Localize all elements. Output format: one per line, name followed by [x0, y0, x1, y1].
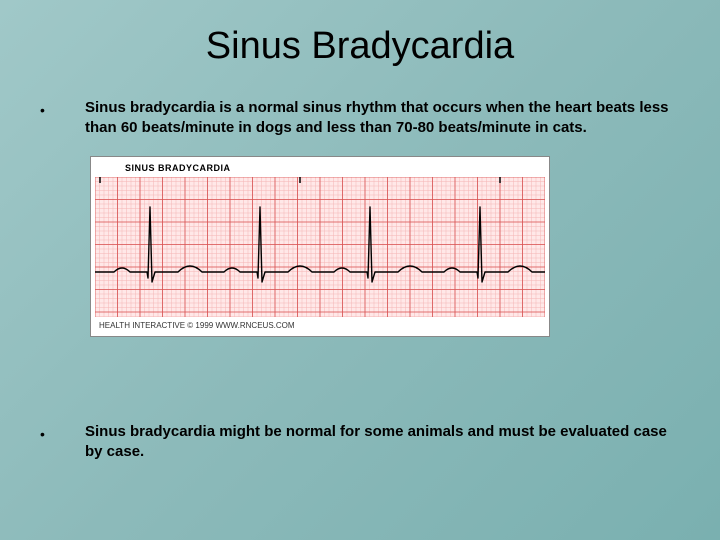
ecg-grid [95, 177, 545, 317]
bullet-text: Sinus bradycardia might be normal for so… [85, 422, 680, 462]
bullet-text: Sinus bradycardia is a normal sinus rhyt… [85, 98, 680, 138]
ecg-figure: SINUS BRADYCARDIA HEALTH INTERACTIVE © 1… [90, 156, 680, 337]
bullet-2: • Sinus bradycardia might be normal for … [40, 422, 680, 462]
bullet-1: • Sinus bradycardia is a normal sinus rh… [40, 98, 680, 138]
slide-title: Sinus Bradycardia [40, 25, 680, 68]
ecg-svg [95, 177, 545, 317]
ecg-box: SINUS BRADYCARDIA HEALTH INTERACTIVE © 1… [90, 156, 550, 337]
ecg-footer: HEALTH INTERACTIVE © 1999 WWW.RNCEUS.COM [95, 317, 545, 332]
bullet-marker: • [40, 98, 85, 120]
bullet-marker: • [40, 422, 85, 444]
ecg-label: SINUS BRADYCARDIA [95, 161, 545, 177]
